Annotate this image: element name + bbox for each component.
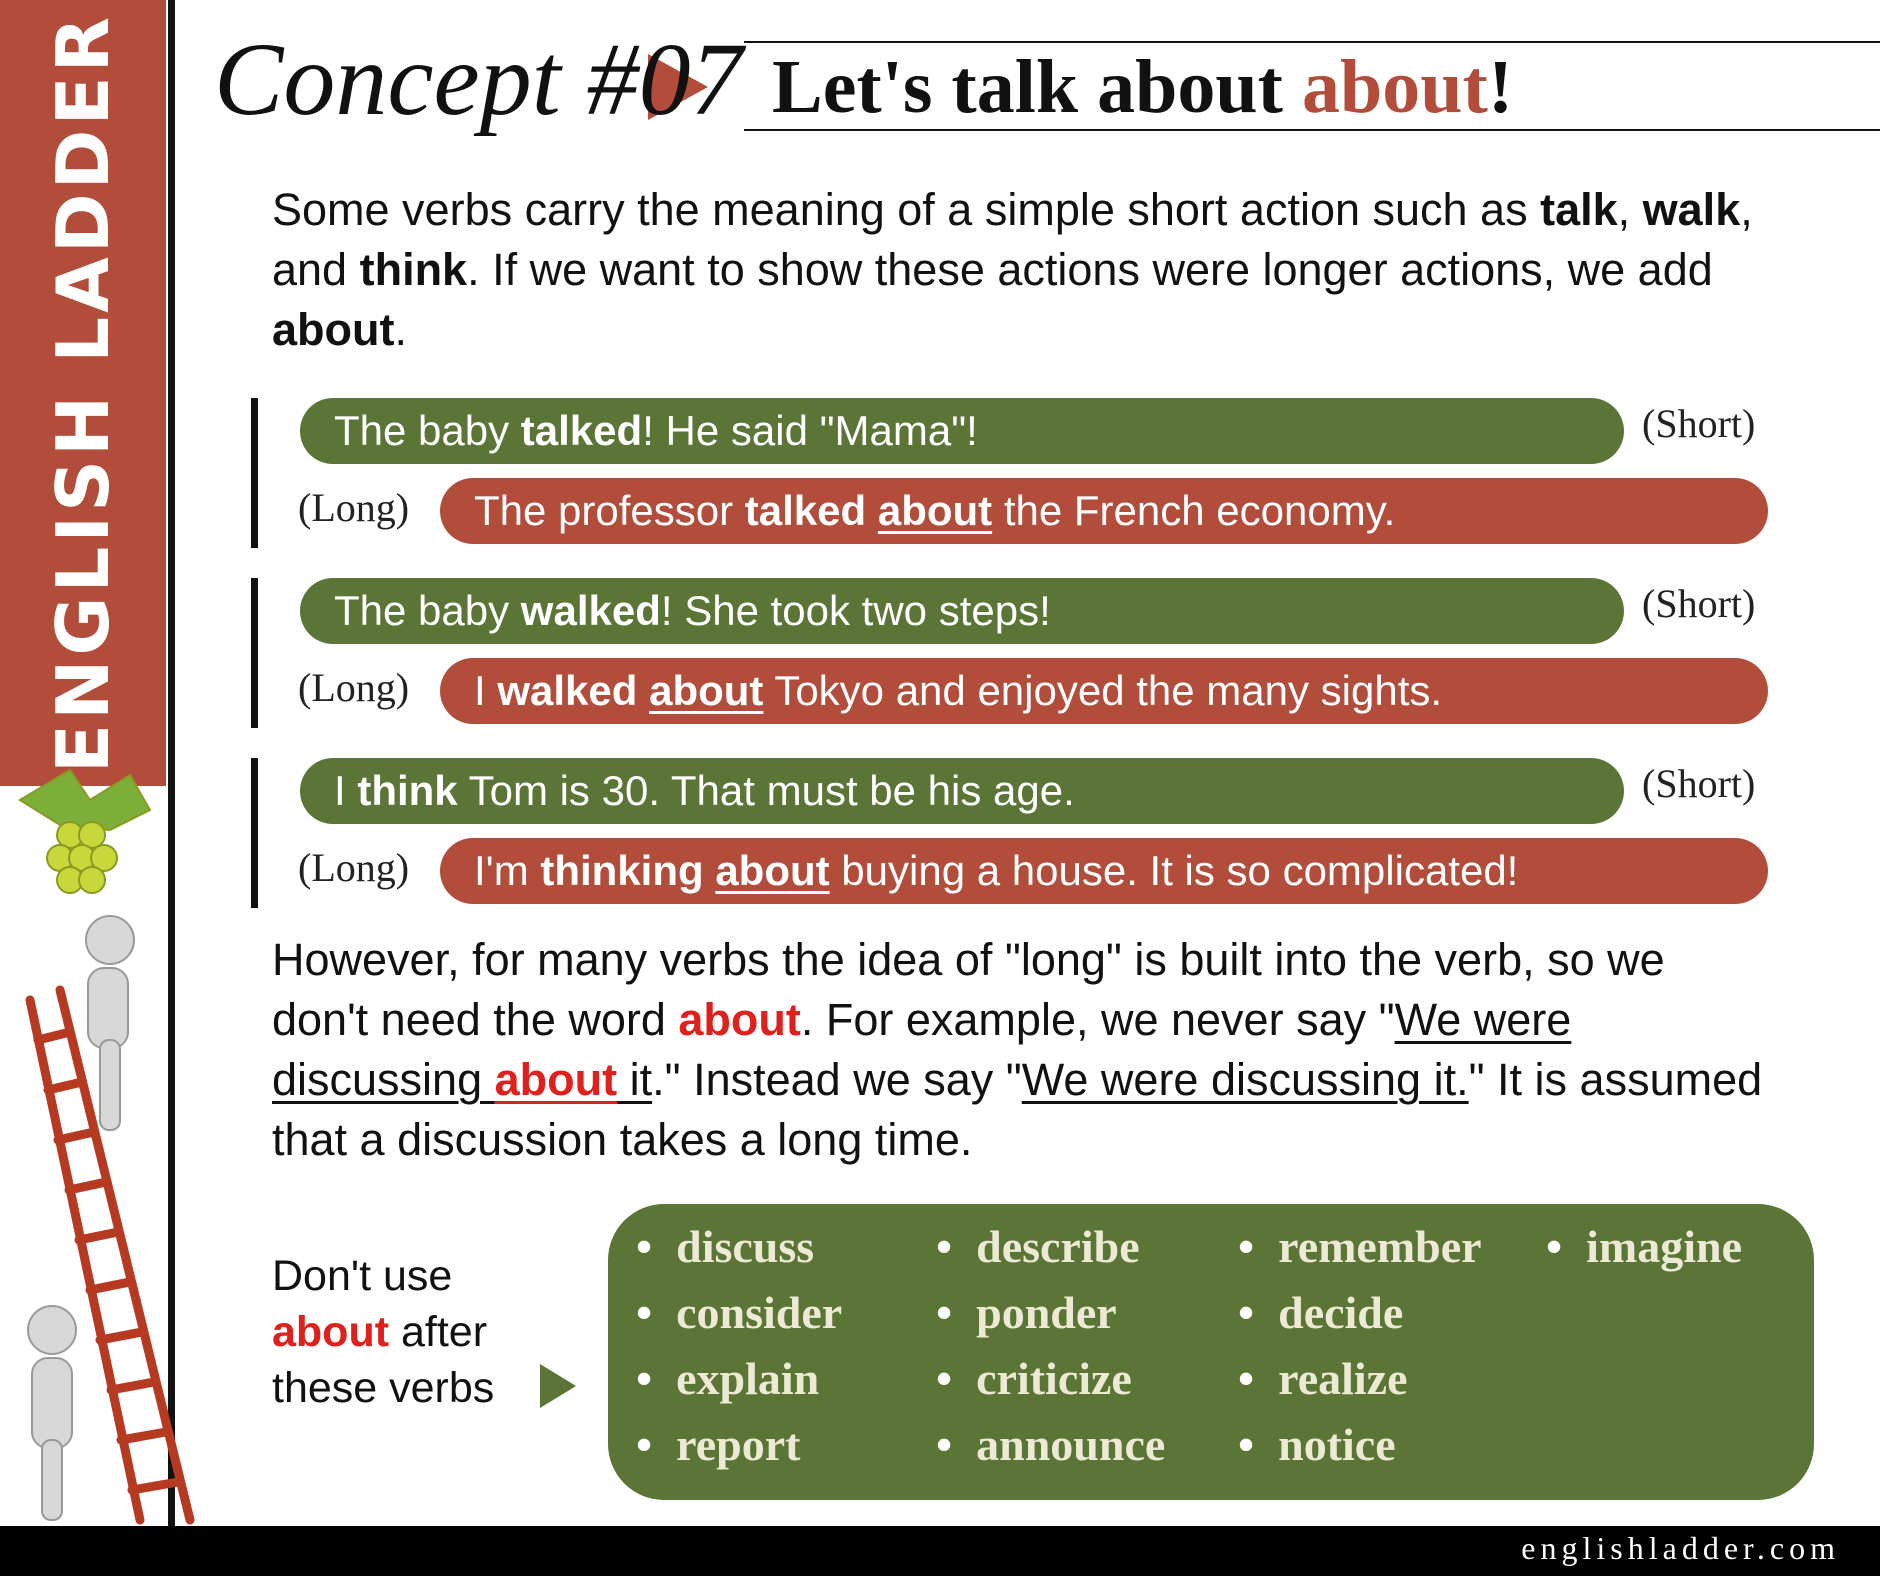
side-text: ENGLISH LADDER [41, 12, 125, 774]
long-label: (Long) [298, 665, 410, 710]
bold: think [357, 767, 458, 814]
verb: decide [1238, 1286, 1403, 1339]
text: , [1617, 184, 1643, 235]
verb: consider [636, 1286, 842, 1339]
verb: imagine [1546, 1220, 1742, 1273]
site: englishladder.com [1521, 1530, 1840, 1566]
text: ! He said "Mama"! [642, 407, 978, 454]
bold: about [272, 304, 395, 355]
short-label: (Short) [1642, 761, 1756, 806]
short-pill: The baby talked! He said "Mama"! [300, 398, 1624, 464]
title-arrow [648, 54, 708, 120]
bold: thinking [540, 847, 704, 894]
text: Some verbs carry the meaning of a simple… [272, 184, 1541, 235]
title-part: Let's talk about [772, 45, 1302, 129]
verbs-arrow [540, 1364, 576, 1408]
grapes [18, 768, 152, 894]
text [866, 487, 878, 534]
text: . For example, we never say " [800, 994, 1395, 1045]
footer-bar [0, 1526, 1880, 1576]
verb: remember [1238, 1220, 1481, 1273]
bold: walked [520, 587, 661, 634]
bold: about [678, 994, 801, 1045]
text: Don't use [272, 1252, 453, 1300]
text: . [394, 304, 407, 355]
underlined: We were discussing [272, 994, 1572, 1105]
group-bar [251, 398, 258, 548]
long-pill: I walked about Tokyo and enjoyed the man… [440, 658, 1768, 724]
text: buying a house. It is so complicated! [829, 847, 1519, 894]
long-label: (Long) [298, 845, 410, 890]
title-part: ! [1487, 45, 1514, 129]
text: ." Instead we say " [652, 1054, 1022, 1105]
verb: describe [936, 1220, 1140, 1273]
bold: think [359, 244, 468, 295]
line: about after [272, 1304, 494, 1360]
verb: criticize [936, 1352, 1132, 1405]
however: However, for many verbs the idea of "lon… [272, 930, 1772, 1170]
verb: report [636, 1418, 800, 1471]
text: The baby [334, 407, 521, 454]
bold: about [715, 847, 830, 894]
bold: walked [497, 667, 638, 714]
bold: about [877, 487, 993, 534]
text: ! She took two steps! [660, 587, 1051, 634]
side-wrap: ENGLISH LADDER [0, 0, 166, 786]
ladder [25, 985, 195, 1525]
verb: notice [1238, 1418, 1396, 1471]
verb: explain [636, 1352, 819, 1405]
text: The baby [334, 587, 521, 634]
title-accent: about [1301, 45, 1488, 129]
text: these verbs [272, 1364, 495, 1412]
bold: talked [744, 487, 867, 534]
underlined: it [617, 1054, 653, 1105]
group-bar [251, 758, 258, 908]
concept: Concept #07 [214, 22, 743, 137]
short-pill: The baby walked! She took two steps! [300, 578, 1624, 644]
bold: talk [1540, 184, 1618, 235]
intro: Some verbs carry the meaning of a simple… [272, 180, 1792, 360]
verb: discuss [636, 1220, 814, 1273]
text: Tokyo and enjoyed the many sights. [763, 667, 1443, 714]
text: However, for many verbs the idea of "lon… [272, 934, 1665, 1045]
verb: realize [1238, 1352, 1407, 1405]
text [704, 847, 716, 894]
bold: walk [1642, 184, 1741, 235]
underlined: We were discussing it. [1021, 1054, 1469, 1105]
dont-use: Don't use about after these verbs [272, 1248, 494, 1416]
side-line [168, 0, 175, 1526]
verbs-box [608, 1204, 1814, 1500]
text: after [389, 1308, 488, 1356]
long-pill: I'm thinking about buying a house. It is… [440, 838, 1768, 904]
short-pill: I think Tom is 30. That must be his age. [300, 758, 1624, 824]
text: I [334, 767, 358, 814]
bold: about [494, 1054, 618, 1105]
long-pill: The professor talked about the French ec… [440, 478, 1768, 544]
figures [27, 915, 135, 1521]
side-band [0, 0, 166, 786]
bold: about [272, 1308, 390, 1356]
verb: announce [936, 1418, 1165, 1471]
title: Let's talk about about! [772, 44, 1513, 131]
text: The professor [474, 487, 745, 534]
group-bar [251, 578, 258, 728]
text: Tom is 30. That must be his age. [457, 767, 1075, 814]
short-label: (Short) [1642, 581, 1756, 626]
bold: about [649, 667, 764, 714]
short-label: (Short) [1642, 401, 1756, 446]
text: . If we want to show these actions were … [467, 244, 1713, 295]
verb: ponder [936, 1286, 1117, 1339]
text: , and [272, 184, 1753, 295]
text: the French economy. [992, 487, 1396, 534]
text: I'm [474, 847, 541, 894]
long-label: (Long) [298, 485, 410, 530]
text: " It is assumed that a discussion takes … [272, 1054, 1763, 1165]
text [637, 667, 649, 714]
bold: talked [520, 407, 643, 454]
text: I [474, 667, 498, 714]
